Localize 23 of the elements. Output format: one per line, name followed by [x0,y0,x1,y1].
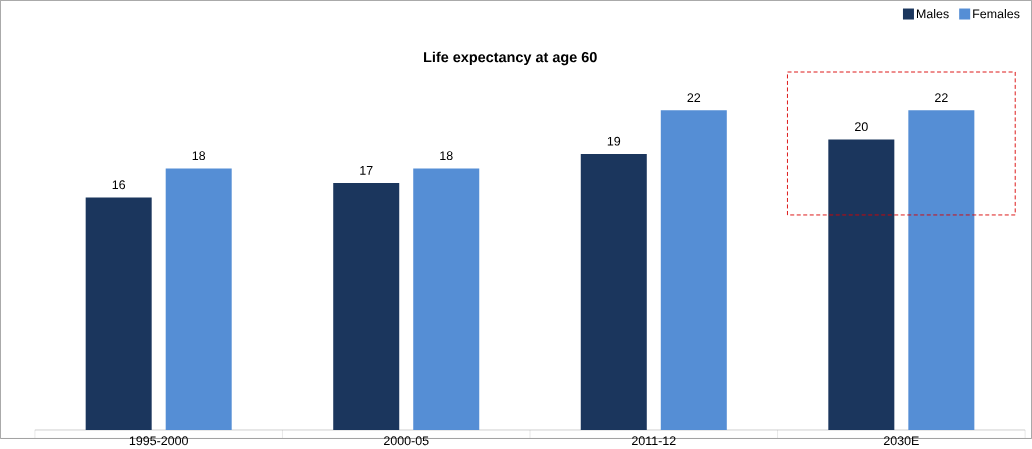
x-tick-label: 1995-2000 [129,436,188,446]
data-label: 17 [360,165,373,175]
x-tick-label: 2011-12 [632,436,676,446]
bar [413,168,480,430]
bar [85,197,152,430]
bar [828,139,895,430]
data-label: 22 [687,93,701,102]
data-label: 22 [935,93,948,102]
bar [165,168,232,430]
data-label: 18 [192,151,206,160]
data-label: 18 [440,151,453,160]
legend-label: Males [916,8,949,19]
data-label: 19 [607,136,621,146]
bar [580,153,647,430]
bar [908,110,975,430]
data-label: 16 [112,180,126,190]
chart-title: Life expectancy at age 60 [424,51,597,66]
data-label: 20 [855,122,868,131]
bar [660,110,727,430]
x-tick-label: 2000-05 [384,436,429,446]
x-tick-label: 2030E [883,436,919,446]
bar [333,182,400,430]
legend-label: Females [973,8,1020,19]
